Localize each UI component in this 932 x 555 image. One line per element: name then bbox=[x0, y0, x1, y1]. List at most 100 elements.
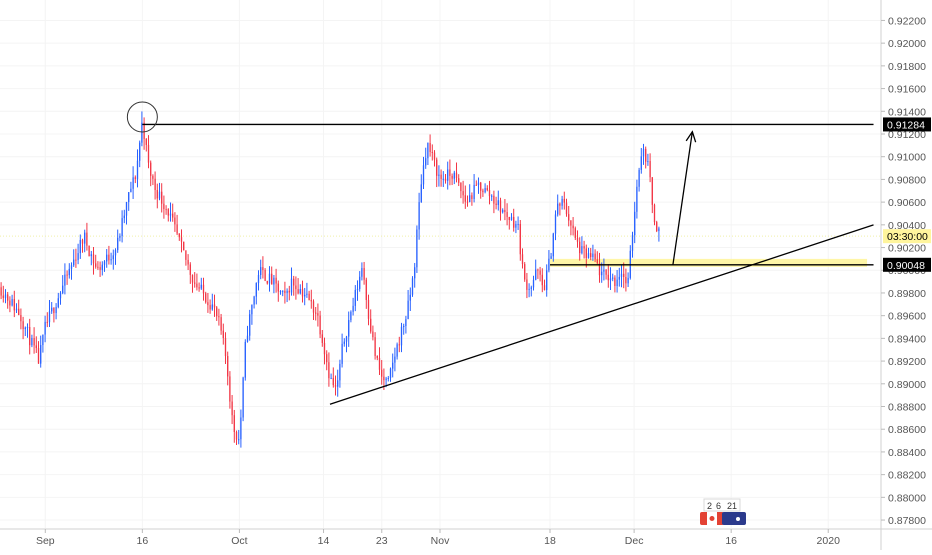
candle bbox=[18, 299, 20, 316]
candle bbox=[37, 341, 40, 364]
candle bbox=[354, 285, 356, 312]
aud-flag-icon bbox=[722, 512, 746, 525]
candle-body bbox=[207, 302, 209, 306]
candle bbox=[145, 138, 147, 152]
candle-body bbox=[422, 165, 425, 185]
candle bbox=[229, 371, 231, 409]
badge-digit: 21 bbox=[727, 501, 737, 511]
candle-body bbox=[466, 201, 469, 203]
candle bbox=[356, 280, 359, 301]
candle-body bbox=[546, 270, 548, 291]
candle bbox=[372, 325, 374, 341]
candle-body bbox=[339, 363, 341, 381]
candle-body bbox=[288, 290, 290, 293]
time-tick-label: 2020 bbox=[817, 535, 841, 547]
candle-body bbox=[227, 356, 229, 377]
candle bbox=[642, 143, 645, 165]
candle bbox=[612, 273, 614, 282]
candle bbox=[532, 275, 535, 291]
candle-body bbox=[290, 278, 293, 293]
candle bbox=[345, 335, 348, 353]
candle bbox=[255, 282, 257, 305]
candle-body bbox=[356, 288, 359, 291]
candle bbox=[636, 179, 638, 219]
candle bbox=[308, 290, 310, 301]
candle bbox=[418, 192, 420, 240]
candle bbox=[112, 249, 114, 270]
candle-body bbox=[488, 190, 491, 197]
candle bbox=[279, 290, 282, 295]
price-tick-label: 0.88800 bbox=[888, 402, 926, 414]
candle bbox=[460, 182, 462, 199]
candle bbox=[211, 293, 213, 311]
candle-body bbox=[183, 241, 185, 251]
candle bbox=[433, 150, 436, 167]
candle-body bbox=[594, 253, 596, 260]
candle bbox=[123, 209, 125, 224]
candle-body bbox=[361, 268, 363, 277]
candle-body bbox=[568, 214, 570, 221]
candle-body bbox=[550, 256, 552, 259]
candle bbox=[462, 180, 464, 204]
candle-body bbox=[231, 401, 233, 416]
candle-body bbox=[645, 148, 647, 162]
candle-body bbox=[202, 284, 205, 294]
candle bbox=[438, 165, 440, 187]
candle-body bbox=[242, 377, 244, 418]
candle-body bbox=[548, 258, 550, 271]
candle bbox=[185, 250, 187, 266]
candle bbox=[563, 191, 565, 210]
candle-body bbox=[590, 253, 592, 258]
candle-body bbox=[11, 299, 13, 306]
candle bbox=[101, 261, 103, 276]
candle-body bbox=[64, 274, 66, 286]
candle bbox=[284, 281, 286, 304]
candle-body bbox=[306, 293, 308, 295]
candle-body bbox=[251, 304, 253, 315]
candle bbox=[22, 316, 24, 340]
candle-body bbox=[198, 287, 200, 289]
candle-body bbox=[156, 190, 158, 199]
candle bbox=[519, 220, 521, 261]
candle bbox=[132, 166, 134, 199]
candle-body bbox=[81, 239, 84, 244]
candle-body bbox=[275, 277, 277, 284]
candle-body bbox=[473, 184, 475, 199]
candle-body bbox=[200, 284, 202, 289]
price-tick-label: 0.90400 bbox=[888, 220, 926, 232]
candle-body bbox=[114, 250, 117, 256]
candle bbox=[227, 351, 229, 386]
candle-body bbox=[213, 304, 216, 308]
candle-body bbox=[86, 232, 88, 246]
candle-body bbox=[370, 318, 372, 332]
candle-body bbox=[383, 376, 385, 381]
candle bbox=[117, 229, 119, 253]
price-tick-label: 0.89800 bbox=[888, 288, 926, 300]
candle-body bbox=[323, 342, 326, 355]
candle bbox=[451, 173, 453, 186]
candle-body bbox=[583, 246, 585, 249]
candle bbox=[121, 210, 123, 243]
candle bbox=[579, 237, 581, 261]
candle bbox=[44, 315, 46, 343]
candle bbox=[271, 266, 273, 285]
candle bbox=[141, 111, 143, 147]
countdown-label-bg bbox=[883, 229, 931, 244]
candle bbox=[174, 212, 176, 232]
candle bbox=[304, 287, 306, 306]
candle bbox=[420, 174, 422, 203]
candle-body bbox=[143, 122, 145, 139]
candle-body bbox=[229, 376, 231, 402]
candle-body bbox=[515, 224, 517, 228]
candle bbox=[552, 232, 554, 262]
candle-body bbox=[22, 321, 24, 330]
candle bbox=[295, 276, 297, 300]
candle-body bbox=[191, 274, 194, 283]
candle bbox=[57, 292, 59, 309]
candle-body bbox=[84, 232, 86, 244]
candle-body bbox=[152, 175, 154, 179]
candle bbox=[365, 277, 367, 309]
candle-body bbox=[24, 327, 26, 330]
candle bbox=[306, 282, 308, 298]
